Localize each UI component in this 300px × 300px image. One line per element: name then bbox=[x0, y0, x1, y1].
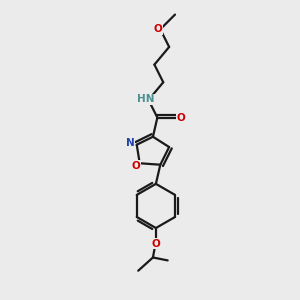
Text: O: O bbox=[152, 238, 160, 249]
Text: O: O bbox=[176, 112, 185, 123]
Text: N: N bbox=[126, 138, 135, 148]
Text: HN: HN bbox=[137, 94, 154, 104]
Text: O: O bbox=[154, 24, 162, 34]
Text: O: O bbox=[132, 160, 140, 171]
